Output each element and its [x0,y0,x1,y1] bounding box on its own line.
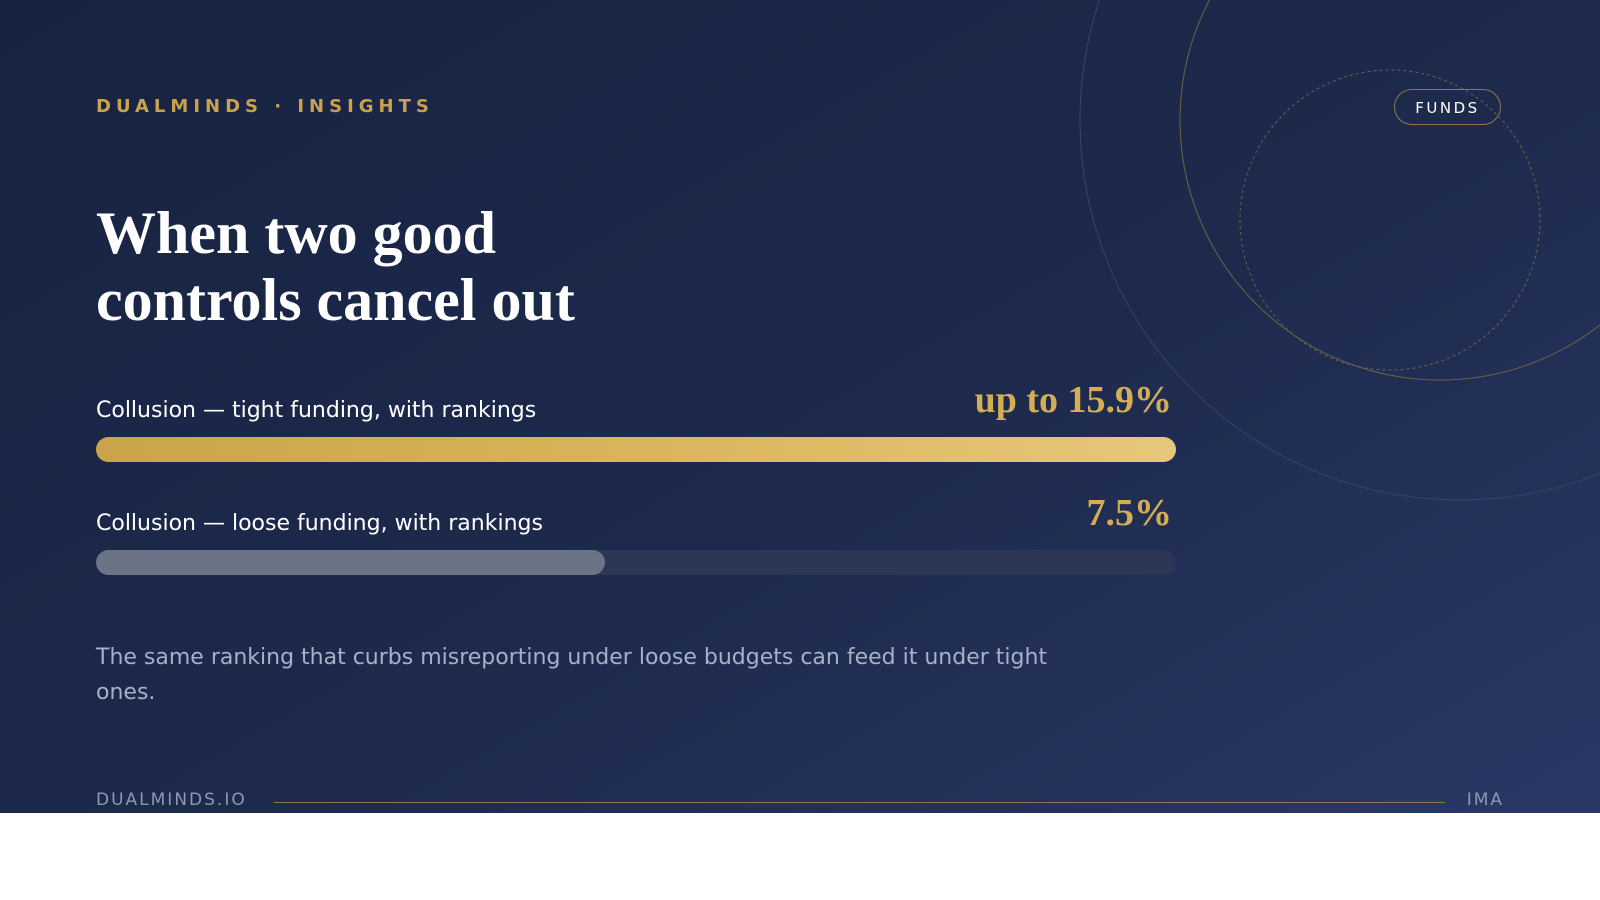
bar [96,550,606,575]
footer-tag: IMA [1466,790,1504,810]
card: DUALMINDS · INSIGHTS FUNDS When two good… [0,0,1600,813]
badge[interactable]: FUNDS [1394,89,1501,125]
bar-track [96,550,1176,575]
footer-site: DUALMINDS.IO [96,790,247,810]
brand: DUALMINDS · INSIGHTS [96,96,434,117]
footer-rule [274,802,1445,803]
caption: The same ranking that curbs misreporting… [96,645,1048,705]
value-label: up to 15.9% [974,379,1172,421]
decor [1079,0,1600,501]
category-label: Collusion — loose funding, with rankings [96,511,543,536]
chart-title: When two good controls cancel out [96,200,575,333]
category-label: Collusion — tight funding, with rankings [96,398,537,423]
value-label: 7.5% [1086,492,1173,534]
bar-track [96,437,1176,462]
bar [96,437,1176,462]
